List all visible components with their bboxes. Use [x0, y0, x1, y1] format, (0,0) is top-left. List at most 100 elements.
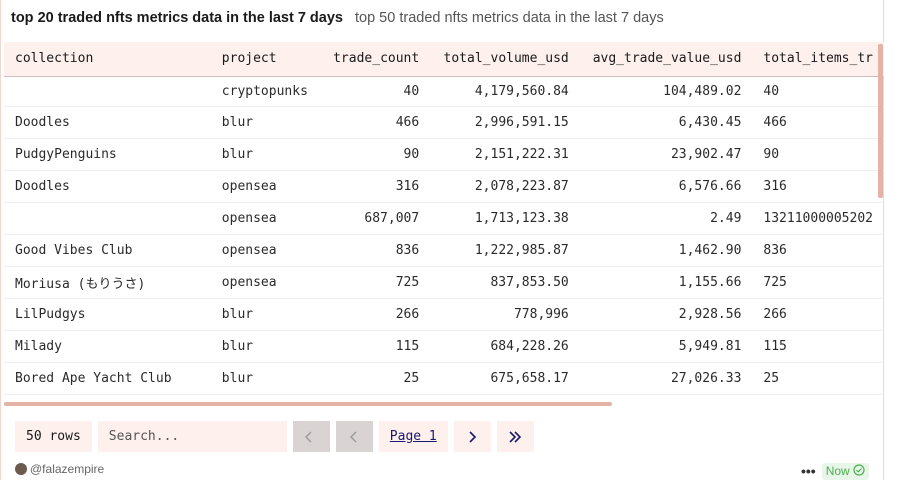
- cell-total-volume-usd: 1,222,985.87: [430, 234, 580, 267]
- cell-project: blur: [210, 138, 321, 171]
- cell-avg-trade-value-usd: 6,430.45: [579, 106, 753, 139]
- check-circle-icon: [850, 463, 865, 479]
- cell-trade-count: 725: [320, 266, 431, 299]
- cell-collection: Good Vibes Club: [4, 234, 211, 267]
- cell-trade-count: 687,007: [320, 202, 431, 235]
- more-options-icon[interactable]: •••: [801, 463, 816, 479]
- cell-collection: PudgyPenguins: [4, 138, 211, 171]
- search-input[interactable]: [97, 421, 287, 452]
- author-footer: @falazempire: [15, 462, 104, 476]
- cell-trade-count: 466: [320, 106, 431, 139]
- chevron-left-icon: [347, 430, 361, 444]
- cell-project: blur: [210, 106, 321, 139]
- cell-project: blur: [210, 330, 321, 363]
- column-header-trade-count[interactable]: trade_count: [320, 42, 431, 77]
- pagination-bar: 50 rows Page 1: [15, 421, 534, 452]
- cell-avg-trade-value-usd: 1,155.66: [579, 266, 753, 299]
- table-header-row: collection project trade_count total_vol…: [4, 42, 884, 77]
- cell-project: opensea: [210, 266, 321, 299]
- cell-total-volume-usd: 2,078,223.87: [430, 170, 580, 203]
- cell-total-volume-usd: 778,996: [430, 298, 580, 331]
- cell-trade-count: 266: [320, 298, 431, 331]
- cell-avg-trade-value-usd: 2,928.56: [579, 298, 753, 331]
- column-header-project[interactable]: project: [210, 42, 321, 77]
- cell-total-volume-usd: 684,228.26: [430, 330, 580, 363]
- cell-total-items-traded: 25: [752, 362, 884, 395]
- cell-project: blur: [210, 298, 321, 331]
- cell-total-items-traded: 836: [752, 234, 884, 267]
- cell-trade-count: 25: [320, 362, 431, 395]
- avatar[interactable]: [15, 463, 27, 475]
- cell-total-items-traded: 115: [752, 330, 884, 363]
- vertical-scrollbar[interactable]: [878, 44, 883, 198]
- column-header-total-items-traded[interactable]: total_items_tr: [752, 42, 884, 77]
- cell-total-volume-usd: 2,996,591.15: [430, 106, 580, 139]
- table-row[interactable]: opensea 687,007 1,713,123.38 2.49 1321100000…: [4, 202, 884, 235]
- table-body: cryptopunks 40 4,179,560.84 104,489.02 40 Doo…: [4, 76, 884, 395]
- previous-page-button[interactable]: [335, 421, 373, 452]
- cell-collection: [4, 202, 211, 235]
- table-row[interactable]: cryptopunks 40 4,179,560.84 104,489.02 40: [4, 76, 884, 107]
- cell-trade-count: 836: [320, 234, 431, 267]
- double-chevron-right-icon: [507, 430, 523, 444]
- cell-total-volume-usd: 837,853.50: [430, 266, 580, 299]
- cell-avg-trade-value-usd: 1,462.90: [579, 234, 753, 267]
- results-table-container[interactable]: collection project trade_count total_vol…: [4, 42, 884, 396]
- cell-trade-count: 115: [320, 330, 431, 363]
- cell-collection: Doodles: [4, 106, 211, 139]
- cell-trade-count: 90: [320, 138, 431, 171]
- cell-total-volume-usd: 4,179,560.84: [430, 76, 580, 107]
- table-row[interactable]: Doodles opensea 316 2,078,223.87 6,576.66 316: [4, 170, 884, 203]
- status-badge: Now: [821, 462, 869, 480]
- cell-project: blur: [210, 362, 321, 395]
- next-page-button[interactable]: [453, 421, 491, 452]
- first-page-button[interactable]: [292, 421, 330, 452]
- cell-total-items-traded: 725: [752, 266, 884, 299]
- double-chevron-left-icon: [304, 430, 318, 444]
- table-row[interactable]: Bored Ape Yacht Club blur 25 675,658.17 27,0…: [4, 362, 884, 395]
- column-header-total-volume-usd[interactable]: total_volume_usd: [430, 42, 580, 77]
- cell-avg-trade-value-usd: 6,576.66: [579, 170, 753, 203]
- table-row[interactable]: Moriusa (もりうさ) opensea 725 837,853.50 1,155.…: [4, 266, 884, 299]
- table-row[interactable]: Milady blur 115 684,228.26 5,949.81 115: [4, 330, 884, 363]
- cell-collection: Doodles: [4, 170, 211, 203]
- cell-project: opensea: [210, 202, 321, 235]
- cell-collection: Moriusa (もりうさ): [4, 266, 211, 299]
- cell-avg-trade-value-usd: 23,902.47: [579, 138, 753, 171]
- title-bar: top 20 traded nfts metrics data in the l…: [11, 10, 664, 28]
- cell-total-items-traded: 316: [752, 170, 884, 203]
- row-count-label: 50 rows: [15, 421, 92, 452]
- table-row[interactable]: LilPudgys blur 266 778,996 2,928.56 266: [4, 298, 884, 331]
- panel-subtitle: top 50 traded nfts metrics data in the l…: [355, 10, 664, 26]
- cell-total-items-traded: 266: [752, 298, 884, 331]
- cell-project: cryptopunks: [210, 76, 321, 107]
- author-handle[interactable]: @falazempire: [30, 462, 105, 476]
- horizontal-scrollbar[interactable]: [4, 402, 612, 406]
- cell-trade-count: 316: [320, 170, 431, 203]
- cell-collection: [4, 76, 211, 107]
- table-row[interactable]: PudgyPenguins blur 90 2,151,222.31 23,902.47…: [4, 138, 884, 171]
- cell-avg-trade-value-usd: 5,949.81: [579, 330, 753, 363]
- cell-collection: Bored Ape Yacht Club: [4, 362, 211, 395]
- cell-project: opensea: [210, 234, 321, 267]
- cell-total-items-traded: 13211000005202: [752, 202, 884, 235]
- current-page-indicator[interactable]: Page 1: [378, 421, 448, 452]
- cell-total-items-traded: 90: [752, 138, 884, 171]
- cell-total-items-traded: 40: [752, 76, 884, 107]
- cell-collection: Milady: [4, 330, 211, 363]
- cell-project: opensea: [210, 170, 321, 203]
- column-header-avg-trade-value-usd[interactable]: avg_trade_value_usd: [579, 42, 753, 77]
- column-header-collection[interactable]: collection: [4, 42, 211, 77]
- cell-avg-trade-value-usd: 104,489.02: [579, 76, 753, 107]
- panel-title: top 20 traded nfts metrics data in the l…: [11, 10, 343, 26]
- last-page-button[interactable]: [496, 421, 534, 452]
- cell-avg-trade-value-usd: 27,026.33: [579, 362, 753, 395]
- status-text: Now: [825, 464, 850, 478]
- table-row[interactable]: Doodles blur 466 2,996,591.15 6,430.45 466: [4, 106, 884, 139]
- cell-avg-trade-value-usd: 2.49: [579, 202, 753, 235]
- cell-total-volume-usd: 2,151,222.31: [430, 138, 580, 171]
- cell-trade-count: 40: [320, 76, 431, 107]
- table-row[interactable]: Good Vibes Club opensea 836 1,222,985.87 1,4…: [4, 234, 884, 267]
- cell-total-items-traded: 466: [752, 106, 884, 139]
